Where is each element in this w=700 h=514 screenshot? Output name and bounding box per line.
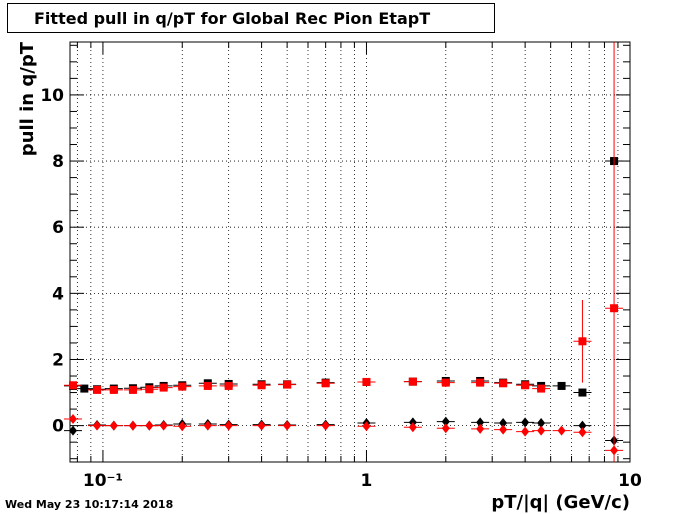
data-point-diamond — [578, 420, 587, 431]
data-point-diamond — [521, 426, 530, 437]
data-point-square — [93, 385, 102, 394]
x-axis-label: pT/|q| (GeV/c) — [491, 492, 630, 513]
data-point-diamond — [178, 421, 187, 432]
data-point-square — [408, 377, 417, 386]
data-point-square — [159, 383, 168, 392]
data-point-diamond — [578, 427, 587, 438]
data-point-square — [224, 381, 233, 390]
y-tick-label: 4 — [52, 284, 64, 304]
data-point-square — [362, 377, 371, 386]
data-point-square — [69, 381, 78, 390]
data-point-diamond — [93, 420, 102, 431]
data-point-square — [321, 379, 330, 388]
data-point-square — [203, 381, 212, 390]
data-point-diamond — [159, 420, 168, 431]
data-point-diamond — [224, 420, 233, 431]
data-point-diamond — [499, 424, 508, 435]
x-tick-label: 10 — [618, 471, 642, 491]
data-point-square — [537, 384, 546, 393]
data-point-square — [521, 381, 530, 390]
data-point-square — [145, 385, 154, 394]
data-point-diamond — [537, 417, 546, 428]
data-point-square — [178, 382, 187, 391]
data-point-diamond — [499, 417, 508, 428]
data-point-diamond — [257, 420, 266, 431]
data-point-square — [109, 385, 118, 394]
timestamp: Wed May 23 10:17:14 2018 — [5, 498, 174, 511]
data-point-diamond — [537, 425, 546, 436]
data-point-diamond — [557, 425, 566, 436]
data-point-diamond — [441, 423, 450, 434]
data-point-diamond — [408, 422, 417, 433]
y-tick-label: 2 — [52, 350, 64, 370]
data-point-diamond — [521, 417, 530, 428]
data-point-diamond — [476, 417, 485, 428]
data-point-diamond — [69, 425, 78, 436]
y-tick-label: 8 — [52, 152, 64, 172]
data-point-diamond — [476, 423, 485, 434]
data-point-diamond — [283, 420, 292, 431]
data-point-square — [557, 381, 566, 390]
data-point-diamond — [362, 421, 371, 432]
data-point-diamond — [109, 420, 118, 431]
x-tick-label: 10⁻¹ — [83, 471, 123, 491]
data-point-square — [499, 379, 508, 388]
data-point-diamond — [128, 420, 137, 431]
data-point-square — [578, 388, 587, 397]
data-point-square — [80, 384, 89, 393]
data-point-diamond — [321, 420, 330, 431]
data-point-diamond — [145, 420, 154, 431]
y-axis-label: pull in q/pT — [17, 41, 38, 156]
data-point-diamond — [69, 414, 78, 425]
data-point-square — [441, 378, 450, 387]
chart-title: Fitted pull in q/pT for Global Rec Pion … — [7, 3, 495, 33]
x-tick-label: 1 — [361, 471, 373, 491]
y-tick-label: 0 — [52, 417, 64, 437]
y-tick-label: 10 — [40, 86, 64, 106]
y-tick-label: 6 — [52, 218, 64, 238]
data-point-diamond — [441, 416, 450, 427]
data-point-square — [283, 380, 292, 389]
data-point-square — [257, 381, 266, 390]
plot-frame — [69, 41, 631, 463]
data-point-square — [128, 385, 137, 394]
data-point-diamond — [203, 420, 212, 431]
data-point-square — [476, 378, 485, 387]
